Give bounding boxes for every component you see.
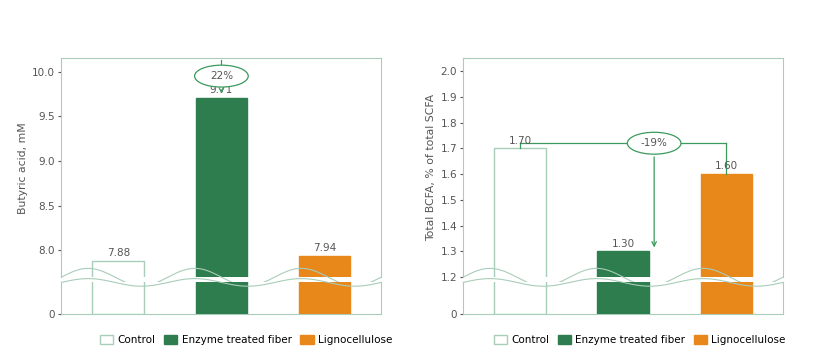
Bar (494, 148, 545, 353)
Y-axis label: Butyric acid, mM: Butyric acid, mM (18, 122, 28, 214)
Bar (196, 0, 247, 314)
Bar (298, 256, 350, 353)
Bar (597, 251, 648, 353)
Text: 1.30: 1.30 (611, 239, 634, 249)
Legend: Control, Enzyme treated fiber, Lignocellulose: Control, Enzyme treated fiber, Lignocell… (489, 331, 789, 349)
Bar (196, 97, 247, 353)
Bar (93, 261, 144, 353)
Bar (494, 0, 545, 314)
Y-axis label: Total BCFA, % of total SCFA: Total BCFA, % of total SCFA (426, 94, 436, 241)
Text: -19%: -19% (640, 138, 667, 148)
Bar (597, 0, 648, 314)
Bar (298, 0, 350, 314)
Ellipse shape (627, 132, 680, 154)
Text: 7.88: 7.88 (106, 249, 129, 258)
Bar (93, 0, 144, 314)
Text: 22%: 22% (210, 71, 233, 81)
Text: 9.71: 9.71 (210, 85, 233, 95)
Bar (699, 0, 751, 314)
Ellipse shape (194, 65, 248, 87)
Text: 7.94: 7.94 (313, 243, 336, 253)
Bar (699, 174, 751, 353)
Text: 1.70: 1.70 (508, 136, 531, 146)
Text: 1.60: 1.60 (714, 161, 737, 172)
